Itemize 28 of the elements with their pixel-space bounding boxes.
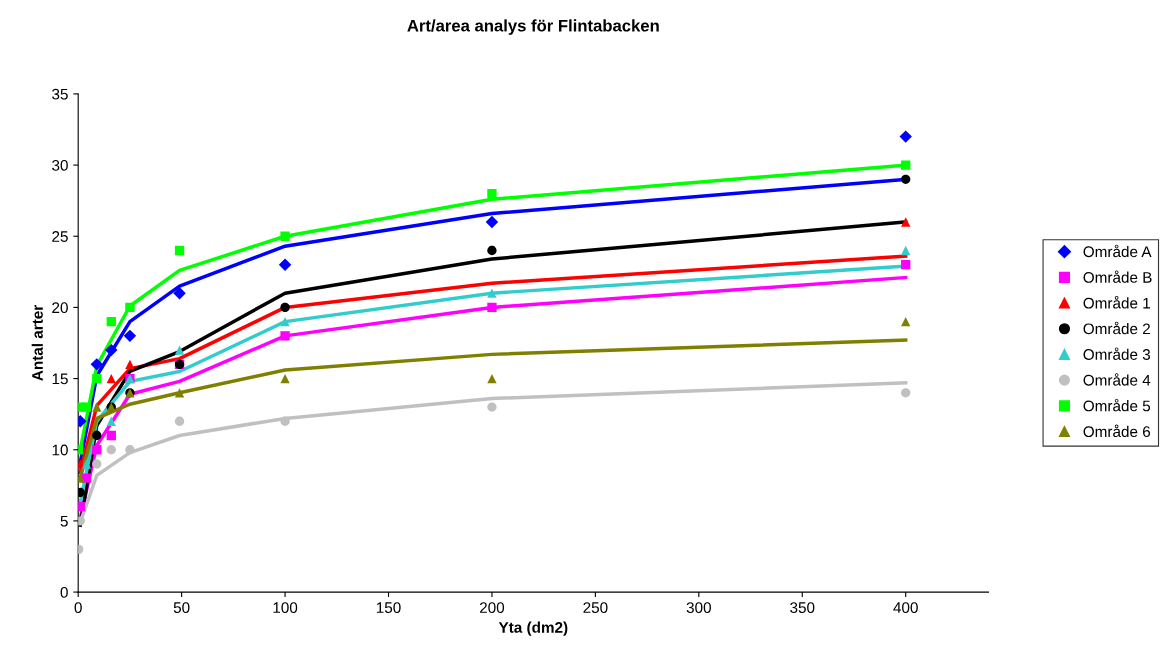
legend-label: Område 6 <box>1083 424 1151 438</box>
x-tick-label: 400 <box>893 602 918 614</box>
legend-label: Område A <box>1083 244 1152 258</box>
x-tick-label: 150 <box>376 602 401 614</box>
legend-label: Område 2 <box>1083 321 1150 335</box>
x-tick-label: 250 <box>583 602 608 614</box>
legend-label: Område B <box>1083 270 1152 283</box>
y-tick-label: 35 <box>52 88 68 100</box>
y-tick-label: 20 <box>52 302 68 314</box>
x-tick-label: 100 <box>273 602 298 614</box>
x-tick-label: 350 <box>790 602 815 614</box>
legend-label: Område 5 <box>1083 398 1151 412</box>
y-axis-title: Antal arter <box>31 305 43 381</box>
legend-label: Område 4 <box>1083 373 1151 386</box>
x-axis-title: Yta (dm2) <box>498 621 568 636</box>
y-tick-label: 5 <box>60 515 68 527</box>
y-tick-label: 30 <box>52 159 68 171</box>
legend-label: Område 1 <box>1083 296 1150 309</box>
x-tick-label: 300 <box>686 602 711 614</box>
y-tick-label: 10 <box>52 444 68 456</box>
legend-label: Område 3 <box>1083 347 1151 360</box>
x-tick-label: 200 <box>479 602 505 614</box>
y-tick-label: 0 <box>60 586 68 598</box>
chart-title: Art/area analys för Flintabacken <box>407 19 659 35</box>
x-tick-label: 0 <box>74 602 82 614</box>
x-tick-label: 50 <box>173 602 190 614</box>
y-tick-label: 25 <box>52 231 68 242</box>
y-tick-label: 15 <box>52 373 68 385</box>
